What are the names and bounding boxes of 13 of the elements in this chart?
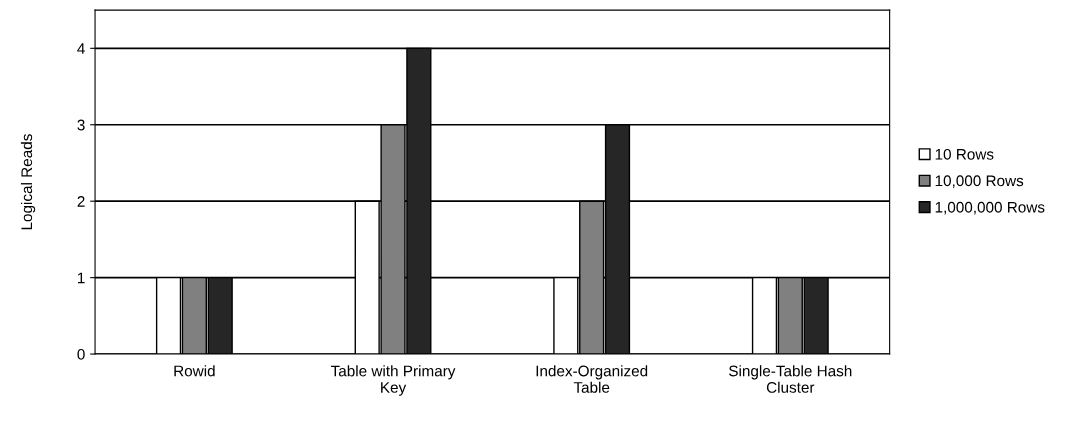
y-tick-label: 0 (77, 348, 85, 360)
y-tick-label: 1 (78, 272, 85, 284)
y-tick-label: 3 (77, 119, 85, 131)
x-tick-label: Single-Table Hash Cluster (729, 365, 852, 393)
legend-label: 1,000,000 Rows (935, 201, 1045, 215)
x-tick-label: Index-Organized Table (536, 365, 648, 393)
x-tick-label: Rowid (174, 365, 215, 377)
x-tick-label: Table with Primary Key (330, 365, 456, 396)
y-tick-label: 4 (77, 43, 85, 54)
legend-label: 10,000 Rows (935, 175, 1024, 188)
y-axis-title: Logical Reads (20, 134, 36, 230)
y-tick-label: 2 (77, 196, 85, 207)
legend-label: 10 Rows (935, 148, 994, 160)
